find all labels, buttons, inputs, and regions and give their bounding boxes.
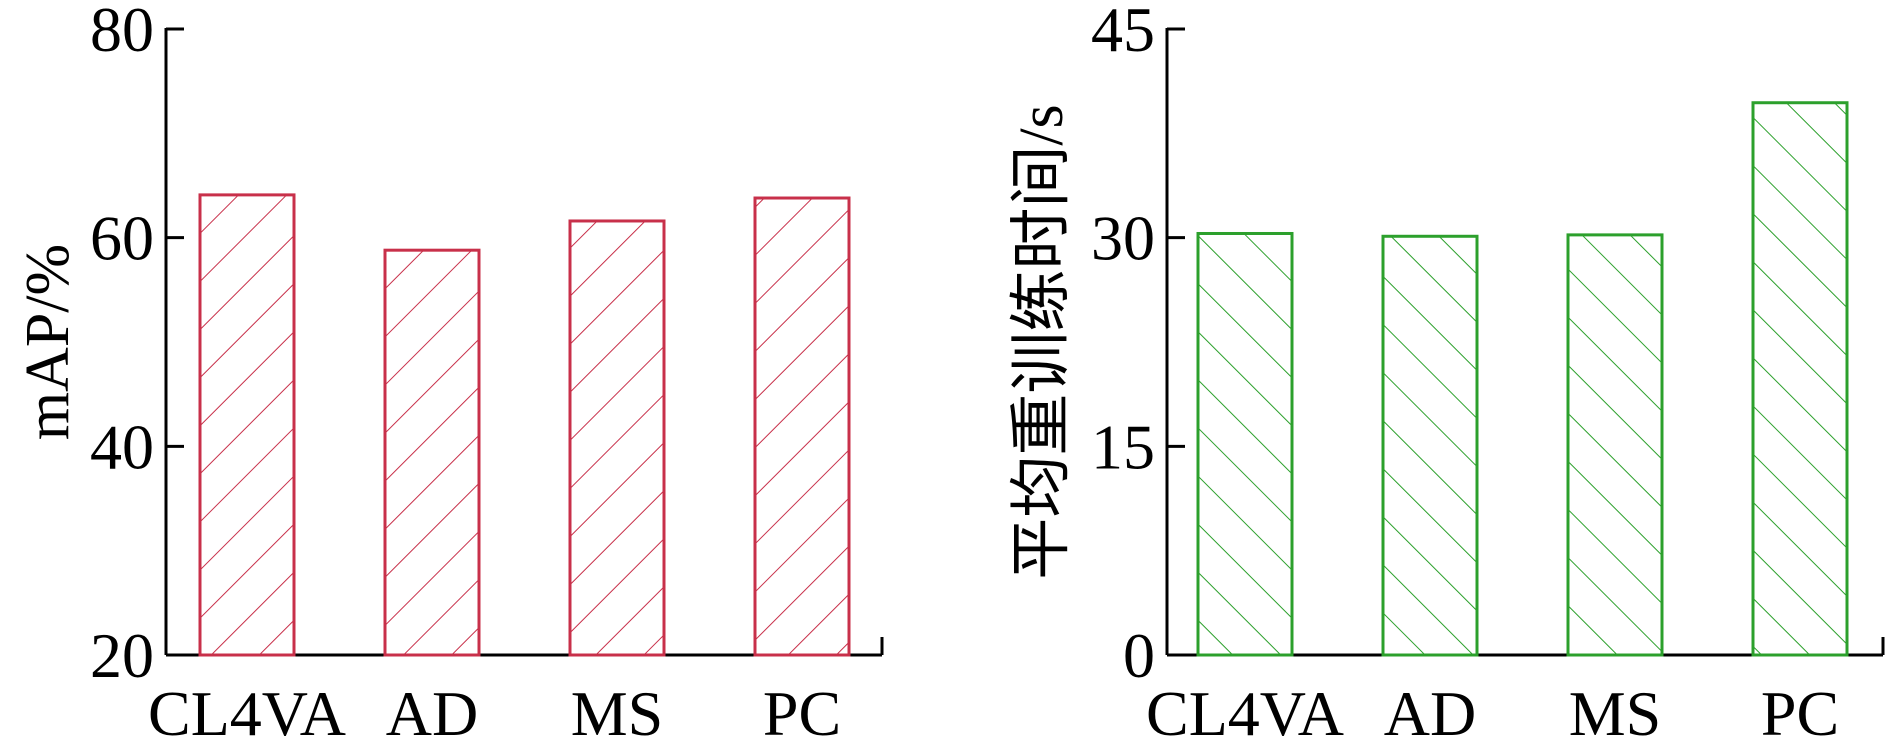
map-chart-x-tick-labels: CL4VA AD MS PC xyxy=(148,678,841,749)
map-chart-x-tick-label: MS xyxy=(571,678,664,749)
retrain-chart-x-tick-label: CL4VA xyxy=(1146,678,1344,749)
map-bar-cl4va xyxy=(198,193,296,657)
retrain-chart-x-tick-label: PC xyxy=(1761,678,1839,749)
retrain-chart-y-tick-label: 0 xyxy=(1123,620,1155,691)
map-chart-y-axis-label: mAP/% xyxy=(14,244,82,440)
map-bar-pc xyxy=(753,196,851,657)
map-chart-x-tick-label: AD xyxy=(386,678,478,749)
retrain-chart-y-tick-label: 45 xyxy=(1091,0,1155,65)
retrain-chart-y-ticks: 0 15 30 45 xyxy=(1091,0,1885,691)
map-chart-y-tick-label: 80 xyxy=(90,0,154,65)
map-bar-ad xyxy=(383,248,481,657)
retrain-chart-x-tick-label: AD xyxy=(1384,678,1476,749)
retrain-chart-y-tick-label: 30 xyxy=(1091,203,1155,274)
map-bar-chart: 20 40 60 80 CL4VA AD MS PC mAP/% xyxy=(14,0,884,749)
retrain-chart-y-axis-label: 平均重训练时间/s xyxy=(1008,104,1076,579)
retrain-chart-x-tick-labels: CL4VA AD MS PC xyxy=(1146,678,1839,749)
map-chart-bars xyxy=(198,193,851,657)
retrain-bar-pc xyxy=(1751,101,1849,657)
retrain-chart-y-tick-label: 15 xyxy=(1091,411,1155,482)
map-chart-x-tick-label: CL4VA xyxy=(148,678,346,749)
map-chart-y-tick-label: 60 xyxy=(90,203,154,274)
map-chart-y-tick-label: 40 xyxy=(90,411,154,482)
retrain-chart-x-tick-label: MS xyxy=(1569,678,1662,749)
map-chart-x-tick-label: PC xyxy=(763,678,841,749)
retrain-bar-ms xyxy=(1566,233,1664,657)
retrain-time-bar-chart: 0 15 30 45 CL4VA AD MS PC 平均重训练时间/s xyxy=(1008,0,1885,749)
map-chart-y-ticks: 20 40 60 80 xyxy=(90,0,884,691)
map-chart-y-tick-label: 20 xyxy=(90,620,154,691)
retrain-chart-bars xyxy=(1196,101,1849,657)
map-bar-ms xyxy=(568,219,666,657)
retrain-bar-cl4va xyxy=(1196,231,1294,657)
retrain-bar-ad xyxy=(1381,234,1479,657)
